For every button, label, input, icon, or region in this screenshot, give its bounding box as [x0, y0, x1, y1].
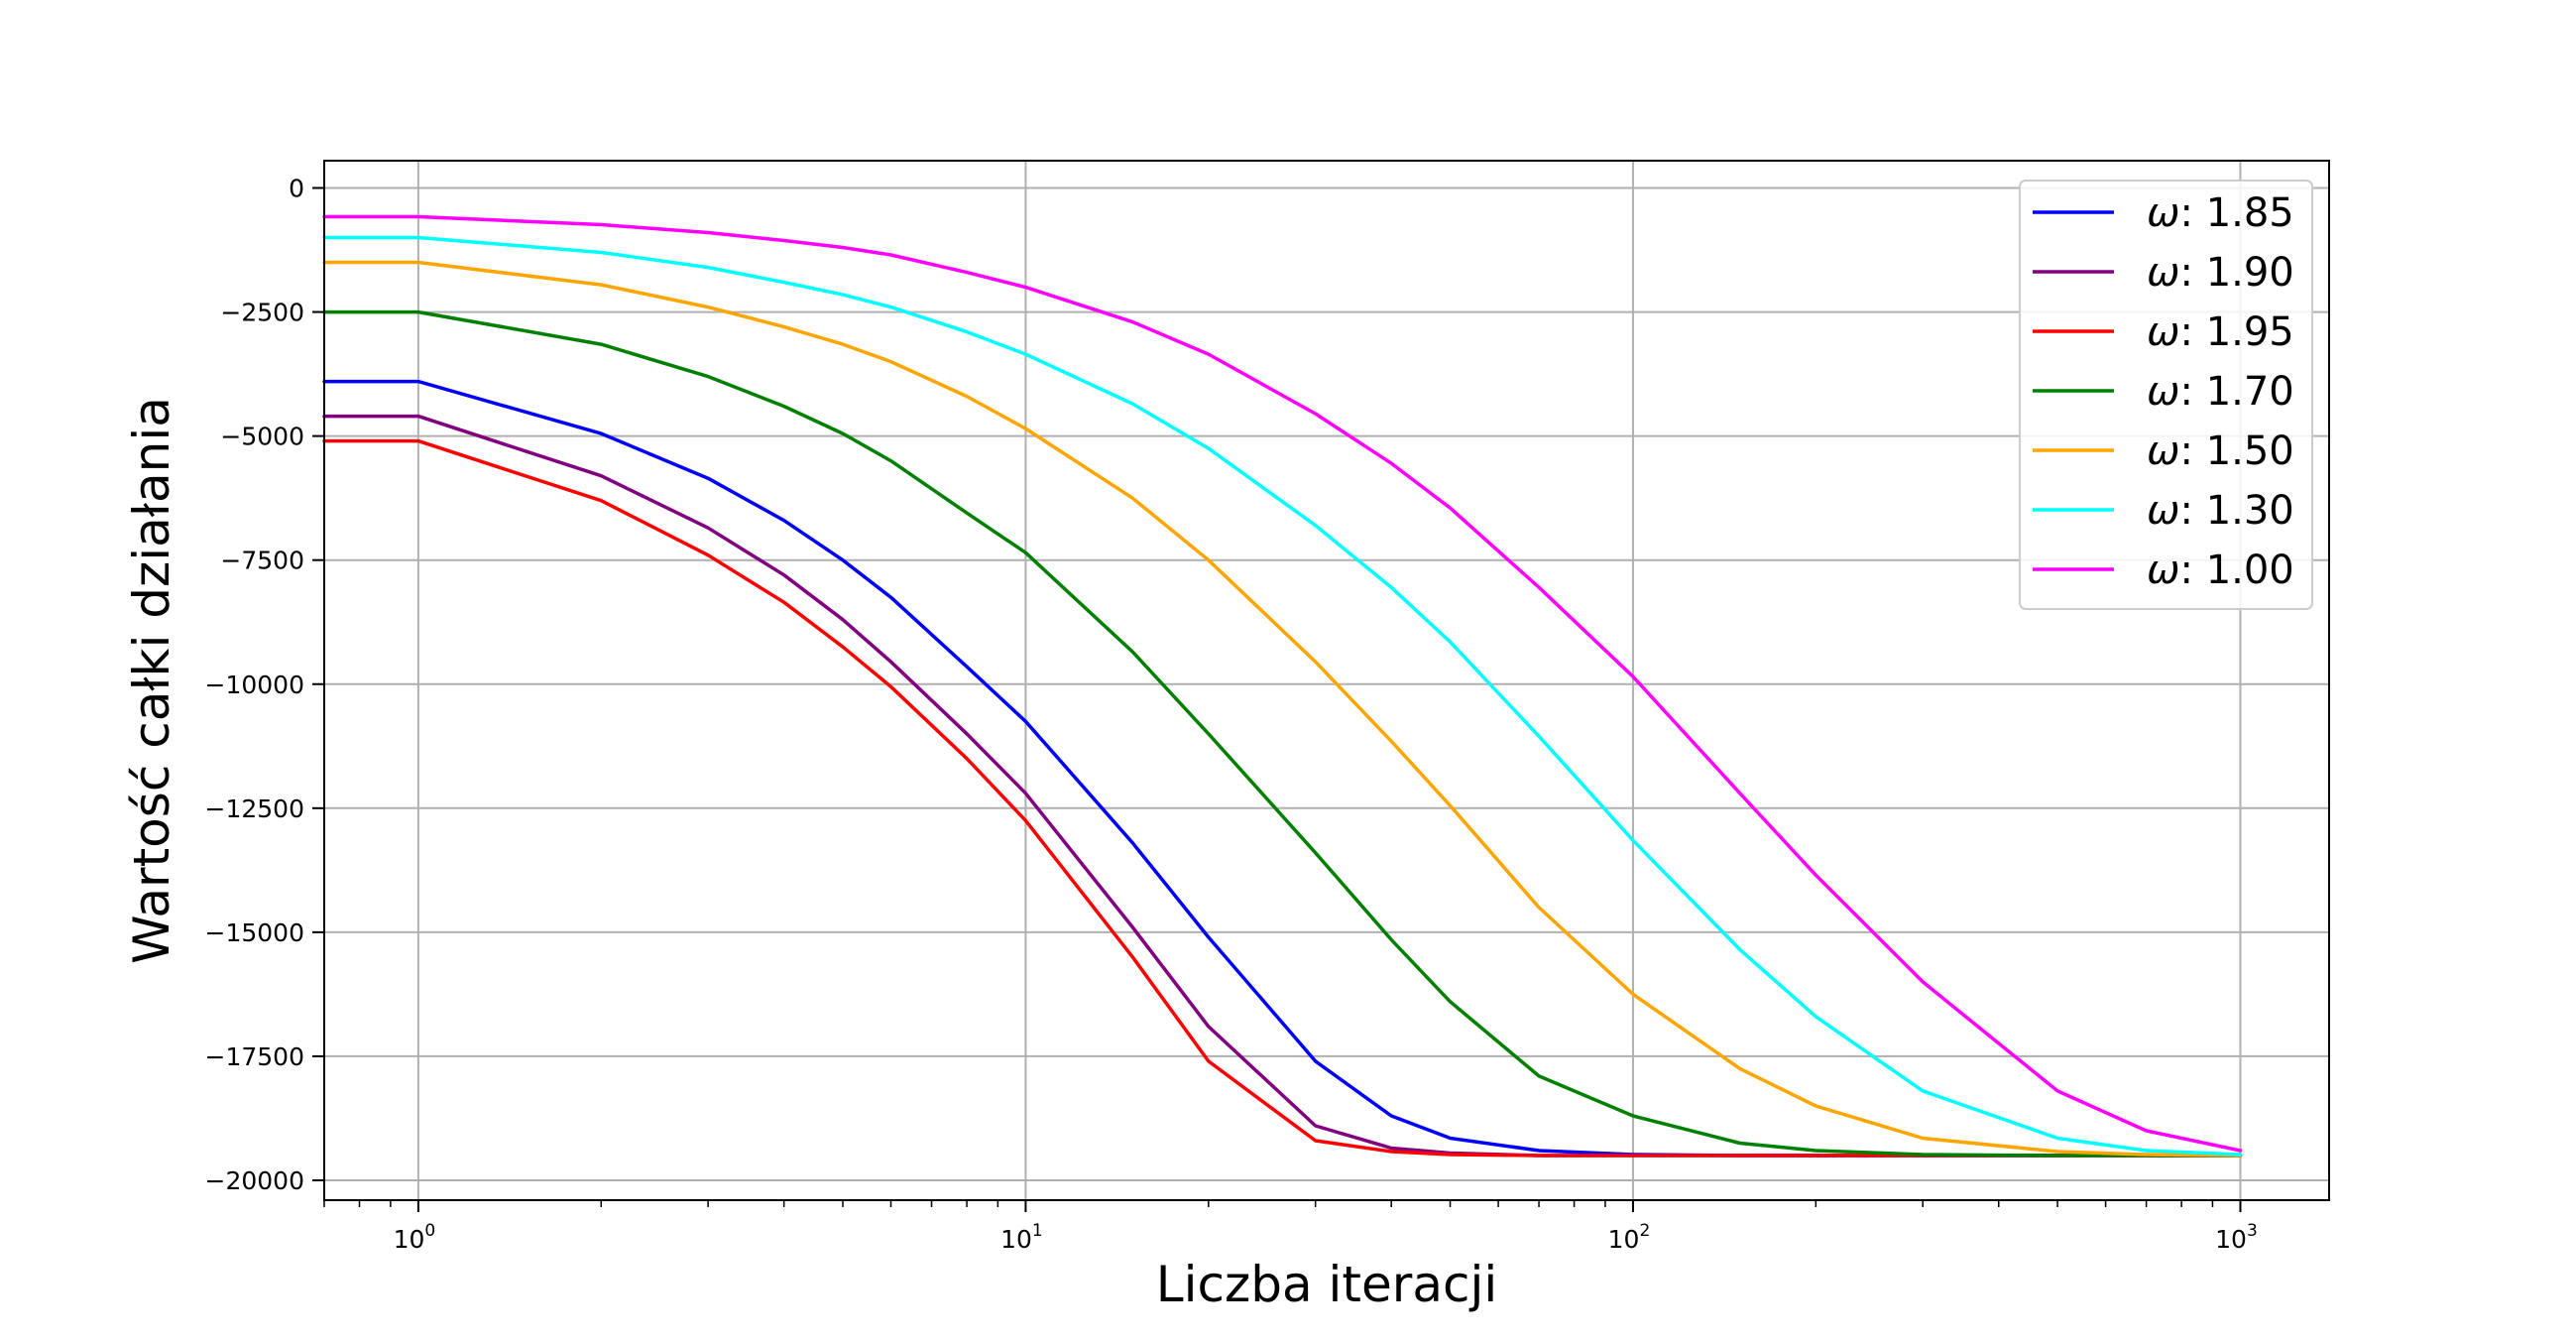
- y-tick-label: 0: [289, 175, 304, 203]
- legend-value: : 1.85: [2180, 190, 2294, 236]
- y-tick-label: −5000: [220, 423, 304, 451]
- series-lines: [322, 214, 2243, 1158]
- x-tick-base: 10: [394, 1225, 425, 1254]
- x-tick-exponent: 0: [424, 1221, 435, 1241]
- series-line-7: [322, 214, 2243, 1153]
- legend-entry: ω: 1.70: [2147, 369, 2294, 415]
- legend-value: : 1.70: [2180, 369, 2294, 415]
- legend-omega-symbol: ω: [2147, 428, 2180, 474]
- series-line-5: [322, 260, 2243, 1158]
- grid: [324, 161, 2329, 1200]
- legend-entry: ω: 1.85: [2147, 190, 2294, 236]
- x-tick-label: 103: [2215, 1221, 2258, 1254]
- legend-entry: ω: 1.30: [2147, 488, 2294, 534]
- legend-omega-symbol: ω: [2147, 309, 2180, 355]
- y-tick-label: −15000: [205, 918, 304, 947]
- legend-omega-symbol: ω: [2147, 369, 2180, 415]
- legend-omega-symbol: ω: [2147, 548, 2180, 593]
- legend-entry: ω: 1.90: [2147, 250, 2294, 296]
- legend: ω: 1.85ω: 1.90ω: 1.95ω: 1.70ω: 1.50ω: 1.…: [2019, 180, 2313, 610]
- x-tick-exponent: 1: [1032, 1221, 1043, 1241]
- x-tick-base: 10: [1608, 1225, 1640, 1254]
- legend-omega-symbol: ω: [2147, 488, 2180, 534]
- legend-value: : 1.90: [2180, 250, 2294, 296]
- y-tick-label: −10000: [205, 671, 304, 699]
- legend-entry: ω: 1.00: [2147, 548, 2294, 593]
- x-tick-base: 10: [1000, 1225, 1032, 1254]
- legend-omega-symbol: ω: [2147, 250, 2180, 296]
- x-tick-label: 100: [394, 1221, 436, 1254]
- legend-entry: ω: 1.50: [2147, 428, 2294, 474]
- x-axis-label: Liczba iteracji: [1156, 1256, 1497, 1313]
- y-tick-label: −12500: [205, 794, 304, 823]
- series-line-6: [322, 235, 2243, 1157]
- y-tick-label: −7500: [220, 547, 304, 575]
- x-axis-ticks: 100 101 102 103: [323, 1200, 2258, 1254]
- series-line-3: [322, 438, 2243, 1158]
- legend-omega-symbol: ω: [2147, 190, 2180, 236]
- y-tick-label: −20000: [205, 1166, 304, 1195]
- legend-value: : 1.30: [2180, 488, 2294, 534]
- plot-frame: [323, 160, 2330, 1201]
- legend-value: : 1.00: [2180, 548, 2294, 593]
- legend-entry: ω: 1.95: [2147, 309, 2294, 355]
- x-tick-label: 102: [1608, 1221, 1651, 1254]
- x-tick-label: 101: [1000, 1221, 1043, 1254]
- legend-box: [2019, 180, 2313, 610]
- x-tick-exponent: 3: [2247, 1221, 2258, 1241]
- legend-value: : 1.50: [2180, 428, 2294, 474]
- y-tick-label: −2500: [220, 299, 304, 327]
- x-tick-base: 10: [2215, 1225, 2247, 1254]
- y-axis-ticks: 0 −2500 −5000 −7500 −10000 −12500 −15000 −17500…: [205, 175, 324, 1195]
- legend-value: : 1.95: [2180, 309, 2294, 355]
- x-tick-exponent: 2: [1639, 1221, 1650, 1241]
- series-line-4: [322, 309, 2243, 1158]
- y-axis-label: Wartość całki działania: [123, 397, 180, 964]
- y-tick-label: −17500: [205, 1042, 304, 1071]
